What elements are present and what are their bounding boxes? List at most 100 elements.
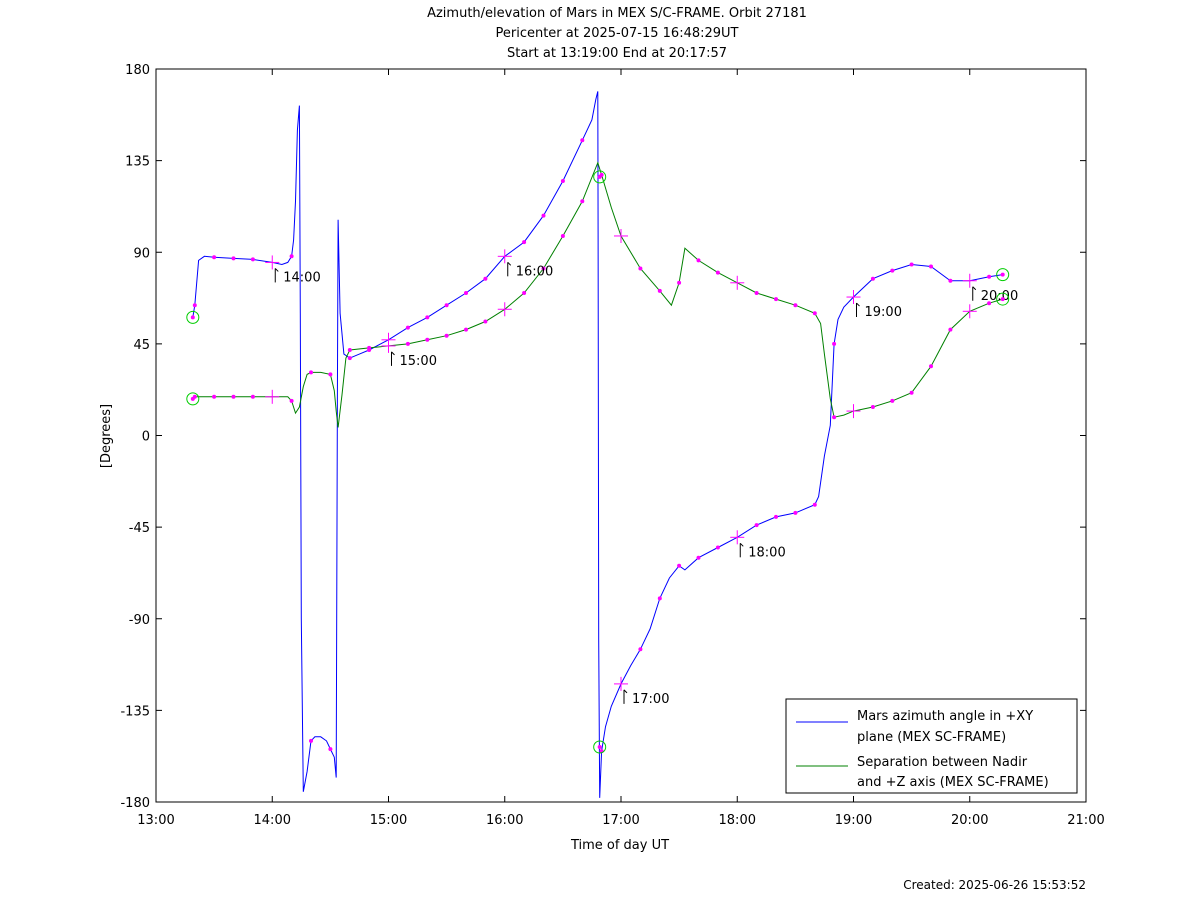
sample-dot <box>890 268 895 273</box>
sample-dot <box>541 266 546 271</box>
sample-dot <box>774 297 778 302</box>
sample-dot <box>774 514 778 519</box>
event-center-dot <box>190 396 195 401</box>
sample-dot <box>715 545 720 550</box>
hour-arrow <box>274 268 279 272</box>
sample-dot <box>405 341 410 346</box>
series-layer <box>192 91 1003 798</box>
hour-label: 20:00 <box>981 289 1018 304</box>
sample-dot <box>289 398 294 403</box>
hour-label: 18:00 <box>748 545 785 560</box>
sample-dot <box>696 258 701 263</box>
event-circle-marker <box>996 268 1010 282</box>
sample-dot <box>483 319 488 324</box>
legend-label-separation-line-2: and +Z axis (MEX SC-FRAME) <box>857 775 1049 790</box>
sample-dot <box>909 390 914 395</box>
sample-dot <box>580 138 585 143</box>
sample-dot <box>580 199 585 204</box>
sample-dot <box>309 370 313 375</box>
x-tick-label: 19:00 <box>835 813 872 828</box>
series-line-azimuth <box>192 91 1003 798</box>
sample-dot <box>522 291 527 295</box>
sample-dot <box>309 738 313 743</box>
chart-title-line-3: Start at 13:19:00 End at 20:17:57 <box>507 46 727 61</box>
sample-dot <box>754 291 759 295</box>
sample-dot <box>870 276 875 281</box>
hour-label: 19:00 <box>865 305 902 320</box>
y-tick-label: 180 <box>125 63 150 78</box>
sample-dot <box>464 327 468 332</box>
sample-dot <box>347 348 352 352</box>
sample-dot <box>289 254 294 259</box>
event-circle-marker <box>186 310 200 324</box>
hour-arrow <box>391 351 395 356</box>
sample-dot <box>444 303 449 308</box>
sample-dot <box>522 240 527 245</box>
hour-label: 14:00 <box>283 270 320 285</box>
sample-dot <box>560 234 565 238</box>
sample-dot <box>948 327 953 332</box>
x-tick-label: 16:00 <box>486 813 523 828</box>
sample-dot <box>677 280 682 285</box>
sample-dot <box>192 303 197 308</box>
legend-label-azimuth-line-1: Mars azimuth angle in +XY <box>857 709 1033 724</box>
sample-dot <box>405 325 410 330</box>
event-center-dot <box>1000 297 1005 302</box>
sample-dot <box>231 394 236 399</box>
event-center-dot <box>597 745 602 750</box>
sample-dot <box>929 364 933 369</box>
sample-dot <box>212 394 217 399</box>
sample-dot <box>231 256 236 261</box>
x-tick-label: 15:00 <box>370 813 407 828</box>
axes-ticks: 13:00 14:00 15:00 16:00 17:00 18:00 19:00 20:00… <box>120 63 1104 828</box>
sample-dot <box>793 510 798 515</box>
sample-dot <box>444 333 449 338</box>
x-tick-label: 14:00 <box>254 813 291 828</box>
event-circle-marker <box>593 740 607 754</box>
hour-arrow <box>972 286 977 291</box>
sample-dot <box>367 345 372 350</box>
y-tick-label: 0 <box>142 430 150 445</box>
y-tick-label: 135 <box>125 155 150 170</box>
sample-dot <box>677 563 682 568</box>
legend: Mars azimuth angle in +XY plane (MEX SC-… <box>785 698 1078 794</box>
sample-dot <box>560 179 565 183</box>
sample-dot <box>328 747 333 752</box>
sample-dot <box>464 291 468 295</box>
sample-dot <box>987 274 992 279</box>
plot-frame <box>155 68 1087 803</box>
y-tick-label: -90 <box>129 613 150 628</box>
sample-dot <box>638 266 643 271</box>
y-tick-label: -180 <box>120 796 150 811</box>
created-timestamp: Created: 2025-06-26 15:53:52 <box>903 878 1086 892</box>
sample-dot <box>657 288 662 293</box>
event-center-dot <box>1000 272 1005 277</box>
y-axis-label: [Degrees] <box>99 404 114 468</box>
x-tick-label: 13:00 <box>137 813 174 828</box>
event-circle-marker <box>593 170 607 184</box>
marker-layer: 14:00 15:00 16:00 17:00 18:00 19:00 20:00 <box>186 138 1018 754</box>
hour-arrow <box>739 542 744 547</box>
chart-title-line-2: Pericenter at 2025-07-15 16:48:29UT <box>495 26 738 41</box>
y-tick-label: 90 <box>133 246 150 261</box>
x-tick-label: 18:00 <box>719 813 756 828</box>
y-tick-label: -135 <box>120 704 150 719</box>
sample-dot <box>929 264 933 269</box>
legend-label-azimuth-line-2: plane (MEX SC-FRAME) <box>857 730 1006 745</box>
legend-label-separation-line-1: Separation between Nadir <box>857 755 1028 770</box>
sample-dot <box>425 315 430 320</box>
hour-label: 15:00 <box>400 354 437 369</box>
x-tick-label: 21:00 <box>1067 813 1104 828</box>
hour-label: 16:00 <box>516 264 553 279</box>
y-tick-label: -45 <box>129 521 150 536</box>
sample-dot <box>948 278 953 283</box>
sample-dot <box>328 372 333 377</box>
hour-arrow <box>507 261 512 266</box>
hour-arrow <box>856 302 860 307</box>
sample-dot <box>832 341 837 346</box>
sample-dot <box>812 311 817 316</box>
sample-dot <box>870 405 875 409</box>
x-tick-label: 20:00 <box>951 813 988 828</box>
chart-title-line-1: Azimuth/elevation of Mars in MEX S/C-FRA… <box>427 6 807 21</box>
sample-dot <box>657 596 662 601</box>
